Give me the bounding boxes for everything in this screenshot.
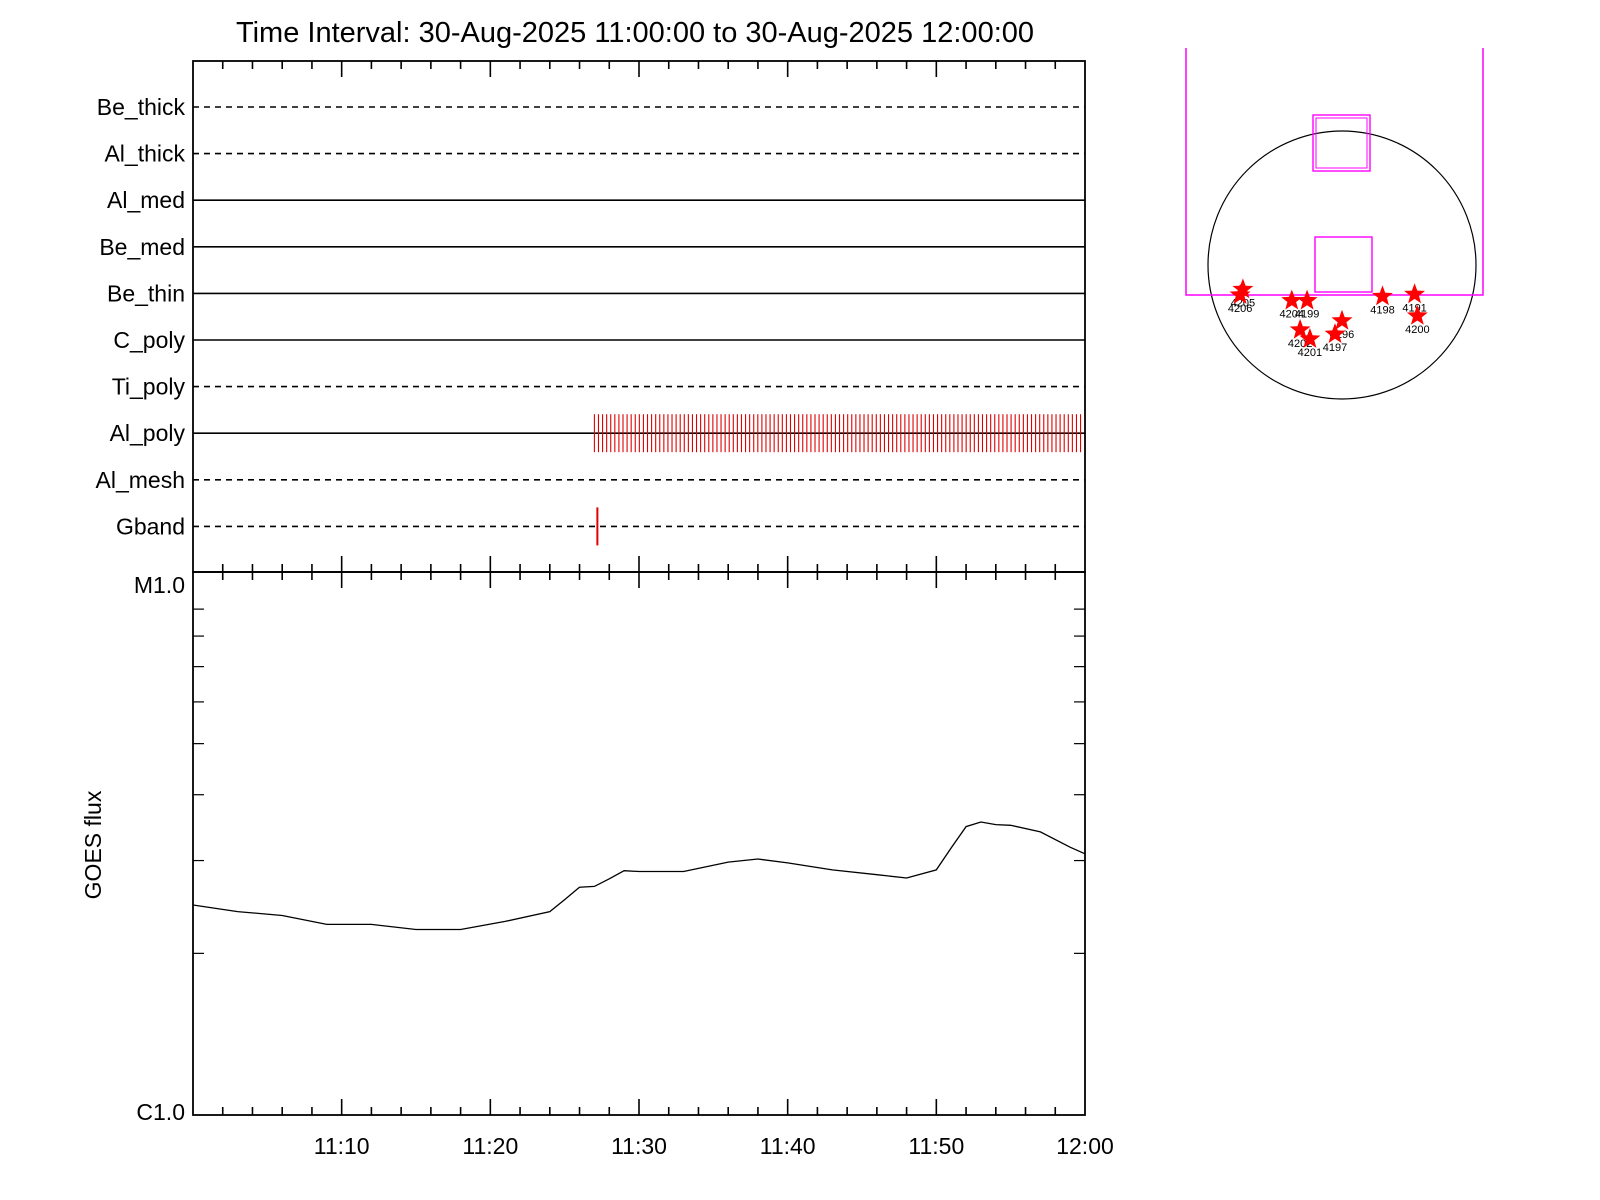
channel-label: Gband [116,513,185,539]
y-axis-label: GOES flux [80,790,106,899]
active-region-star [1372,285,1393,306]
channel-label: Be_med [99,234,185,260]
goes-flux-series [192,821,1086,931]
active-region-star [1296,289,1318,310]
active-region-star [1324,323,1346,343]
active-region-label: 4199 [1295,309,1319,321]
active-region-label: 4198 [1370,304,1394,316]
active-region-label: 4206 [1228,303,1252,315]
x-tick-label: 11:40 [760,1133,816,1159]
x-tick-label: 11:10 [314,1133,370,1159]
timeline-ticks [221,61,1057,572]
channel-label: Be_thick [97,94,186,120]
solar-disk [1207,130,1477,400]
flux-ticks: 11:10 11:20 11:30 11:40 11:50 12:00 M1.0 C1.0 [134,572,1114,1159]
chart-title: Time Interval: 30-Aug-2025 11:00:00 to 3… [236,17,1034,49]
channel-label: Al_poly [110,420,186,446]
x-tick-label: 11:50 [908,1133,964,1159]
goes-flux-panel: 11:10 11:20 11:30 11:40 11:50 12:00 M1.0 C1.0 G… [80,571,1114,1159]
active-region-star [1229,284,1251,304]
active-region-star [1404,283,1425,304]
active-region-label: 4191 [1402,302,1426,314]
active-region-label: 4204 [1280,309,1304,321]
fov-box-center [1314,236,1373,293]
x-tick-label: 11:20 [462,1133,518,1159]
active-region-label: 4200 [1405,324,1429,336]
active-region-label: 4197 [1323,342,1347,354]
channel-label: Be_thin [107,280,185,306]
y-tick-label: C1.0 [136,1099,185,1125]
active-region-star [1289,318,1311,339]
active-region-star [1232,278,1254,299]
x-tick-label: 11:30 [611,1133,667,1159]
channel-label: Ti_poly [112,374,186,400]
channel-timeline-panel: Be_thick Al_thick Al_med Be_med Be_thin C_pol… [96,60,1086,573]
active-region-star [1406,304,1428,325]
channel-label: C_poly [113,327,185,353]
flux-frame [192,571,1086,1116]
channel-label: Al_thick [104,141,185,167]
x-tick-label: 12:00 [1056,1133,1114,1159]
flux-curve [192,821,1086,931]
timeline-frame [192,60,1086,573]
fov-box-outer [1312,114,1371,172]
channel-rows: Be_thick Al_thick Al_med Be_med Be_thin C_pol… [96,94,1085,546]
active-region-star [1281,289,1303,310]
channel-label: Al_med [107,187,185,213]
y-tick-label: M1.0 [134,572,185,598]
active-region-star [1299,328,1321,348]
fov-box-inner [1315,117,1368,169]
active-region-label: 4201 [1298,347,1322,359]
active-region-star [1331,309,1353,330]
channel-label: Al_mesh [96,467,185,493]
field-of-view-frame [1185,48,1484,296]
